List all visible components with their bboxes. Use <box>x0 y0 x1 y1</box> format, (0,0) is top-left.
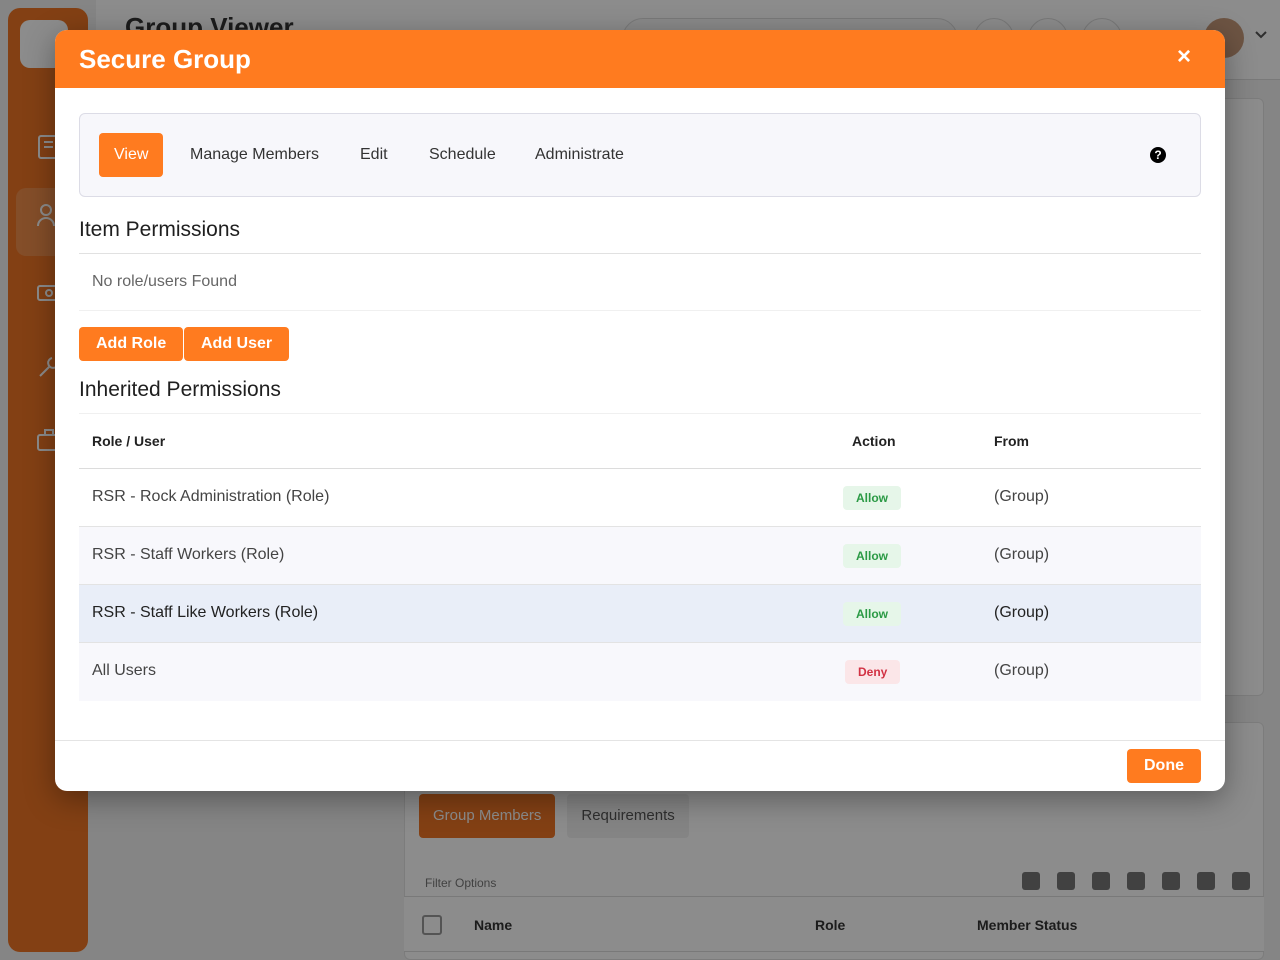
source-from: (Group) <box>994 662 1050 679</box>
add-icon[interactable] <box>1232 872 1250 890</box>
column-header-member-status[interactable]: Member Status <box>977 917 1078 933</box>
gear-icon[interactable] <box>1127 872 1145 890</box>
tab-view[interactable]: View <box>99 133 164 177</box>
table-icon[interactable] <box>1162 872 1180 890</box>
group-icon[interactable] <box>1057 872 1075 890</box>
done-button[interactable]: Done <box>1127 749 1201 783</box>
table-row[interactable]: All Users Deny (Group) <box>79 643 1201 701</box>
modal-header: Secure Group × <box>55 30 1225 88</box>
source-from: (Group) <box>994 604 1050 621</box>
table-row[interactable]: RSR - Staff Workers (Role) Allow (Group) <box>79 527 1201 585</box>
column-header-role[interactable]: Role <box>815 917 846 933</box>
source-from: (Group) <box>994 546 1050 563</box>
copy-icon[interactable] <box>1197 872 1215 890</box>
filter-options[interactable]: Filter Options <box>425 876 497 890</box>
column-header-role-user: Role / User <box>92 433 166 449</box>
tab-schedule[interactable]: Schedule <box>429 146 496 163</box>
chevron-down-icon[interactable] <box>1254 30 1268 40</box>
action-badge: Allow <box>843 602 901 626</box>
members-tabs: Group Members Requirements <box>419 794 689 838</box>
tab-administrate[interactable]: Administrate <box>535 146 624 163</box>
modal-title: Secure Group <box>79 44 251 74</box>
role-user-name: RSR - Rock Administration (Role) <box>92 488 330 505</box>
item-permissions-title: Item Permissions <box>79 218 241 241</box>
modal-footer: Done <box>55 740 1225 791</box>
inherited-permissions-title: Inherited Permissions <box>79 378 281 401</box>
role-user-name: RSR - Staff Like Workers (Role) <box>92 604 319 621</box>
members-table-header: Name Role Member Status <box>404 896 1264 952</box>
column-header-from: From <box>994 433 1029 449</box>
chat-icon[interactable] <box>1022 872 1040 890</box>
grid-toolbar <box>1022 872 1250 890</box>
close-icon[interactable]: × <box>1176 43 1191 70</box>
inherited-permissions-table: Role / User Action From RSR - Rock Admin… <box>79 413 1201 701</box>
source-from: (Group) <box>994 488 1050 505</box>
truck-icon[interactable] <box>1092 872 1110 890</box>
tab-manage-members[interactable]: Manage Members <box>190 146 319 163</box>
role-user-name: RSR - Staff Workers (Role) <box>92 546 285 563</box>
add-user-button[interactable]: Add User <box>184 327 290 361</box>
tab-edit[interactable]: Edit <box>360 146 388 163</box>
column-header-name[interactable]: Name <box>474 917 513 933</box>
item-permissions-list: No role/users Found <box>79 253 1201 311</box>
action-badge: Deny <box>845 660 901 684</box>
action-badge: Allow <box>843 486 901 510</box>
table-row[interactable]: RSR - Rock Administration (Role) Allow (… <box>79 469 1201 527</box>
table-row[interactable]: RSR - Staff Like Workers (Role) Allow (G… <box>79 585 1201 643</box>
tab-group-members[interactable]: Group Members <box>419 794 556 838</box>
table-header: Role / User Action From <box>79 414 1201 469</box>
add-role-button[interactable]: Add Role <box>79 327 184 361</box>
secure-group-modal: Secure Group × View Manage Members Edit … <box>55 30 1225 791</box>
select-all-checkbox[interactable] <box>422 915 442 935</box>
action-badge: Allow <box>843 544 901 568</box>
empty-state-text: No role/users Found <box>92 273 237 290</box>
column-header-action: Action <box>852 433 896 449</box>
tab-requirements[interactable]: Requirements <box>567 794 689 838</box>
people-icon <box>37 204 55 227</box>
help-icon[interactable]: ? <box>1150 147 1166 163</box>
role-user-name: All Users <box>92 662 157 679</box>
security-tabs: View Manage Members Edit Schedule Admini… <box>79 113 1201 197</box>
